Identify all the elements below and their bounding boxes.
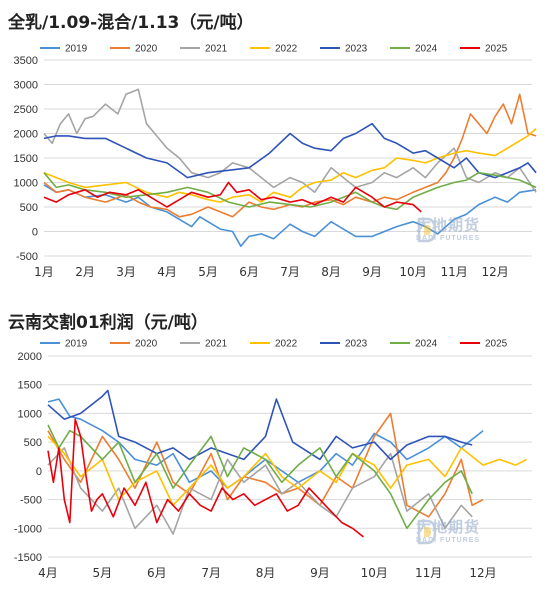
y-tick-label: 3500 xyxy=(14,55,38,67)
x-tick-label: 10月 xyxy=(361,566,388,580)
legend-label: 2023 xyxy=(345,339,368,350)
y-tick-label: 500 xyxy=(20,202,38,214)
x-tick-label: 11月 xyxy=(440,265,467,279)
x-tick-label: 6月 xyxy=(239,265,259,279)
series-line-2023 xyxy=(47,389,473,461)
legend-label: 2019 xyxy=(65,339,88,350)
y-tick-label: -1000 xyxy=(14,523,42,535)
x-tick-label: 3月 xyxy=(116,265,136,279)
dadi-logo-icon xyxy=(417,217,437,243)
y-tick-label: 2500 xyxy=(14,104,38,116)
x-tick-label: 4月 xyxy=(38,566,58,580)
legend-label: 2025 xyxy=(485,44,508,55)
series-line-2021 xyxy=(43,88,537,194)
series-line-2019 xyxy=(43,184,537,247)
watermark-brand-en: DADI FUTURES xyxy=(416,235,481,242)
legend-label: 2021 xyxy=(205,44,228,55)
legend-label: 2024 xyxy=(415,339,438,350)
watermark-brand-en: DADI FUTURES xyxy=(416,537,481,544)
x-tick-label: 12月 xyxy=(469,566,496,580)
y-tick-label: -500 xyxy=(16,251,38,263)
watermark-bottom: 大地期货 DADI FUTURES xyxy=(416,519,481,545)
legend-label: 2022 xyxy=(275,44,298,55)
series-line-2025 xyxy=(47,418,364,538)
x-tick-label: 9月 xyxy=(362,265,382,279)
x-tick-label: 2月 xyxy=(75,265,95,279)
legend-label: 2020 xyxy=(135,339,158,350)
x-tick-label: 10月 xyxy=(399,265,426,279)
series-line-2025 xyxy=(43,181,422,213)
x-tick-label: 6月 xyxy=(147,566,167,580)
series-line-2020 xyxy=(47,412,484,518)
x-tick-label: 4月 xyxy=(157,265,177,279)
x-tick-label: 7月 xyxy=(280,265,300,279)
series-line-2023 xyxy=(43,122,537,179)
x-tick-label: 11月 xyxy=(415,566,442,580)
dadi-logo-icon xyxy=(417,519,437,545)
legend-label: 2023 xyxy=(345,44,368,55)
x-tick-label: 8月 xyxy=(321,265,341,279)
y-tick-label: 1500 xyxy=(18,380,42,392)
legend-label: 2021 xyxy=(205,339,228,350)
y-tick-label: 3000 xyxy=(14,80,38,92)
legend-label: 2020 xyxy=(135,44,158,55)
y-tick-label: 0 xyxy=(32,227,38,239)
legend-label: 2025 xyxy=(485,339,508,350)
y-tick-label: 1000 xyxy=(18,408,42,420)
series-line-2021 xyxy=(47,447,473,535)
y-tick-label: 0 xyxy=(36,466,42,478)
y-tick-label: 2000 xyxy=(14,129,38,141)
chart-natural-rubber-spread: -500 0 500 1000 1500 2000 2500 3000 3500 1月 2月 3月 4月… xyxy=(14,44,537,279)
legend-label: 2024 xyxy=(415,44,438,55)
legend-label: 2022 xyxy=(275,339,298,350)
y-tick-label: 500 xyxy=(24,437,42,449)
y-tick-label: 1000 xyxy=(14,178,38,190)
y-tick-label: 2000 xyxy=(18,351,42,363)
series-line-2024 xyxy=(43,171,537,211)
x-tick-label: 12月 xyxy=(481,265,508,279)
y-tick-label: -500 xyxy=(20,495,42,507)
chart-title-natural-rubber-spread: 全乳/1.09-混合/1.13（元/吨） xyxy=(8,13,254,33)
x-tick-label: 9月 xyxy=(310,566,330,580)
x-tick-label: 1月 xyxy=(34,265,54,279)
legend-label: 2019 xyxy=(65,44,88,55)
x-tick-label: 8月 xyxy=(256,566,276,580)
y-tick-label: -1500 xyxy=(14,552,42,564)
series-line-2024 xyxy=(47,424,473,530)
series-line-2022 xyxy=(43,128,537,203)
chart-title-yunnan-delivery-profit: 云南交割01利润（元/吨） xyxy=(8,313,208,333)
series-line-2020 xyxy=(43,93,537,218)
x-tick-label: 7月 xyxy=(201,566,221,580)
watermark-top: 大地期货 DADI FUTURES xyxy=(416,217,481,243)
x-tick-label: 5月 xyxy=(93,566,113,580)
y-tick-label: 1500 xyxy=(14,153,38,165)
x-tick-label: 5月 xyxy=(198,265,218,279)
